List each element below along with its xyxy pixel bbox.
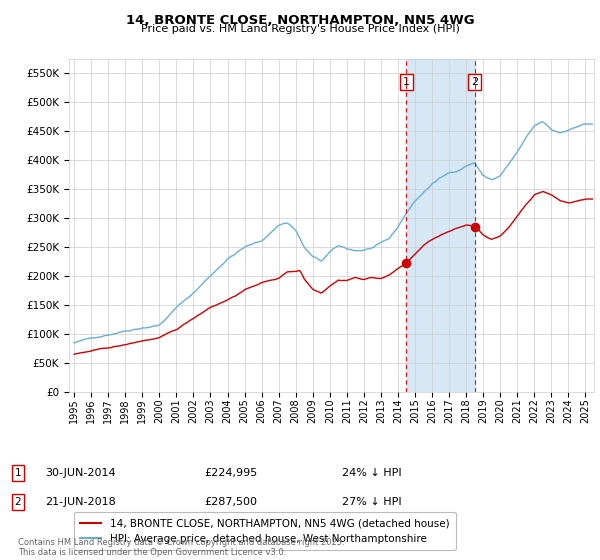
Text: 2: 2 xyxy=(471,77,478,87)
Text: 24% ↓ HPI: 24% ↓ HPI xyxy=(342,468,401,478)
Text: 1: 1 xyxy=(14,468,22,478)
Text: 30-JUN-2014: 30-JUN-2014 xyxy=(45,468,116,478)
Text: 1: 1 xyxy=(403,77,410,87)
Point xyxy=(470,222,480,231)
Text: 21-JUN-2018: 21-JUN-2018 xyxy=(45,497,116,507)
Text: Price paid vs. HM Land Registry's House Price Index (HPI): Price paid vs. HM Land Registry's House … xyxy=(140,24,460,34)
Text: 2: 2 xyxy=(14,497,22,507)
Text: £287,500: £287,500 xyxy=(204,497,257,507)
Text: £224,995: £224,995 xyxy=(204,468,257,478)
Bar xyxy=(406,59,475,392)
Text: Contains HM Land Registry data © Crown copyright and database right 2025.
This d: Contains HM Land Registry data © Crown c… xyxy=(18,538,344,557)
Text: 14, BRONTE CLOSE, NORTHAMPTON, NN5 4WG: 14, BRONTE CLOSE, NORTHAMPTON, NN5 4WG xyxy=(125,14,475,27)
Point xyxy=(401,259,411,268)
Legend: 14, BRONTE CLOSE, NORTHAMPTON, NN5 4WG (detached house), HPI: Average price, det: 14, BRONTE CLOSE, NORTHAMPTON, NN5 4WG (… xyxy=(74,512,455,550)
Text: 27% ↓ HPI: 27% ↓ HPI xyxy=(342,497,401,507)
